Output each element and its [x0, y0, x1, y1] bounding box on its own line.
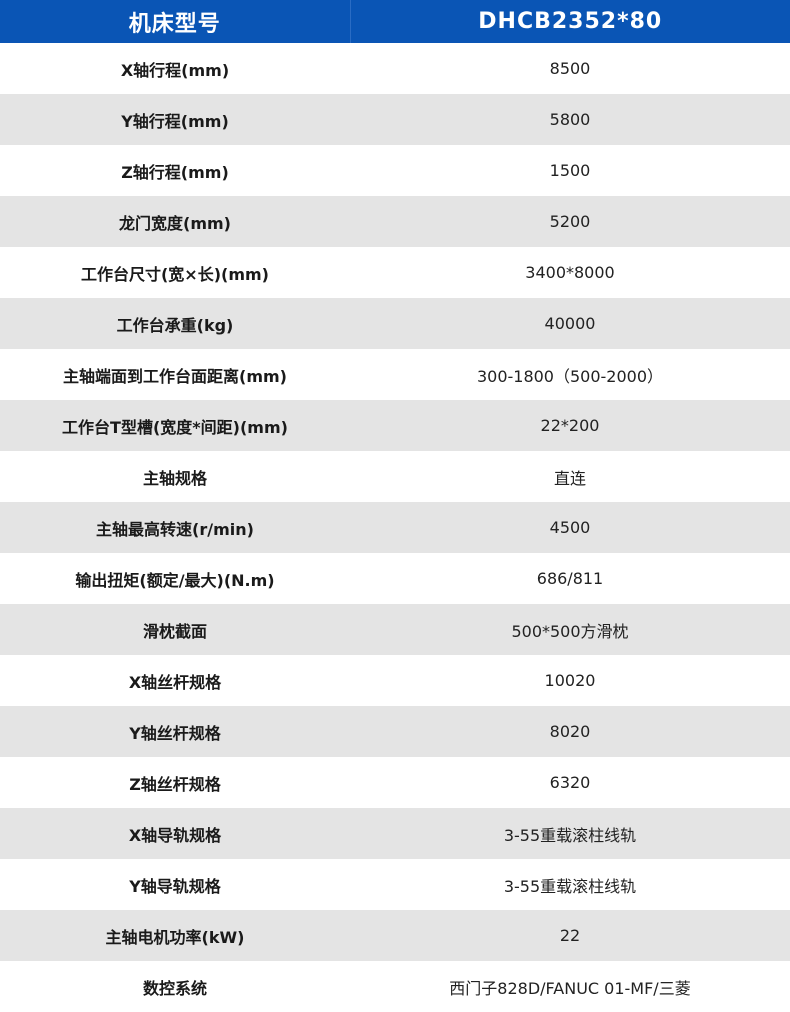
spec-value: 22 [350, 910, 790, 961]
table-row: 主轴最高转速(r/min) 4500 [0, 502, 790, 553]
spec-value: 6320 [350, 757, 790, 808]
spec-value: 22*200 [350, 400, 790, 451]
table-row: 工作台尺寸(宽×长)(mm) 3400*8000 [0, 247, 790, 298]
spec-value: 8020 [350, 706, 790, 757]
spec-value: 1500 [350, 145, 790, 196]
spec-value: 500*500方滑枕 [350, 604, 790, 655]
table-row: X轴丝杆规格 10020 [0, 655, 790, 706]
table-row: Y轴导轨规格 3-55重载滚柱线轨 [0, 859, 790, 910]
spec-value: 3400*8000 [350, 247, 790, 298]
header-row: 机床型号 DHCB2352*80 [0, 0, 790, 43]
table-row: 龙门宽度(mm) 5200 [0, 196, 790, 247]
spec-label: Z轴行程(mm) [0, 145, 350, 196]
spec-label: X轴导轨规格 [0, 808, 350, 859]
spec-label: 滑枕截面 [0, 604, 350, 655]
table-row: 主轴规格 直连 [0, 451, 790, 502]
spec-label: Y轴导轨规格 [0, 859, 350, 910]
table-row: 输出扭矩(额定/最大)(N.m) 686/811 [0, 553, 790, 604]
spec-label: 工作台承重(kg) [0, 298, 350, 349]
table-row: 滑枕截面 500*500方滑枕 [0, 604, 790, 655]
spec-label: 工作台尺寸(宽×长)(mm) [0, 247, 350, 298]
table-row: X轴导轨规格 3-55重载滚柱线轨 [0, 808, 790, 859]
spec-label: 主轴电机功率(kW) [0, 910, 350, 961]
table-row: Y轴丝杆规格 8020 [0, 706, 790, 757]
spec-label: 工作台T型槽(宽度*间距)(mm) [0, 400, 350, 451]
spec-value: 300-1800（500-2000） [350, 349, 790, 400]
spec-label: Y轴行程(mm) [0, 94, 350, 145]
spec-value: 3-55重载滚柱线轨 [350, 859, 790, 910]
spec-value: 8500 [350, 43, 790, 94]
table-row: 工作台T型槽(宽度*间距)(mm) 22*200 [0, 400, 790, 451]
spec-value: 5800 [350, 94, 790, 145]
spec-label: X轴行程(mm) [0, 43, 350, 94]
spec-label: 主轴端面到工作台面距离(mm) [0, 349, 350, 400]
spec-value: 40000 [350, 298, 790, 349]
spec-value: 西门子828D/FANUC 01-MF/三菱 [350, 961, 790, 1012]
table-row: 主轴端面到工作台面距离(mm) 300-1800（500-2000） [0, 349, 790, 400]
header-label: 机床型号 [0, 0, 351, 43]
spec-label: 主轴规格 [0, 451, 350, 502]
table-row: X轴行程(mm) 8500 [0, 43, 790, 94]
spec-label: Z轴丝杆规格 [0, 757, 350, 808]
spec-value: 10020 [350, 655, 790, 706]
spec-value: 4500 [350, 502, 790, 553]
table-row: 主轴电机功率(kW) 22 [0, 910, 790, 961]
table-row: Z轴行程(mm) 1500 [0, 145, 790, 196]
table-row: 工作台承重(kg) 40000 [0, 298, 790, 349]
spec-label: 主轴最高转速(r/min) [0, 502, 350, 553]
table-row: 数控系统 西门子828D/FANUC 01-MF/三菱 [0, 961, 790, 1012]
table-row: Z轴丝杆规格 6320 [0, 757, 790, 808]
spec-value: 直连 [350, 451, 790, 502]
spec-label: 数控系统 [0, 961, 350, 1012]
spec-label: 输出扭矩(额定/最大)(N.m) [0, 553, 350, 604]
spec-label: 龙门宽度(mm) [0, 196, 350, 247]
spec-value: 3-55重载滚柱线轨 [350, 808, 790, 859]
spec-label: X轴丝杆规格 [0, 655, 350, 706]
spec-value: 686/811 [350, 553, 790, 604]
header-model: DHCB2352*80 [350, 0, 790, 43]
table-row: Y轴行程(mm) 5800 [0, 94, 790, 145]
spec-label: Y轴丝杆规格 [0, 706, 350, 757]
spec-value: 5200 [350, 196, 790, 247]
